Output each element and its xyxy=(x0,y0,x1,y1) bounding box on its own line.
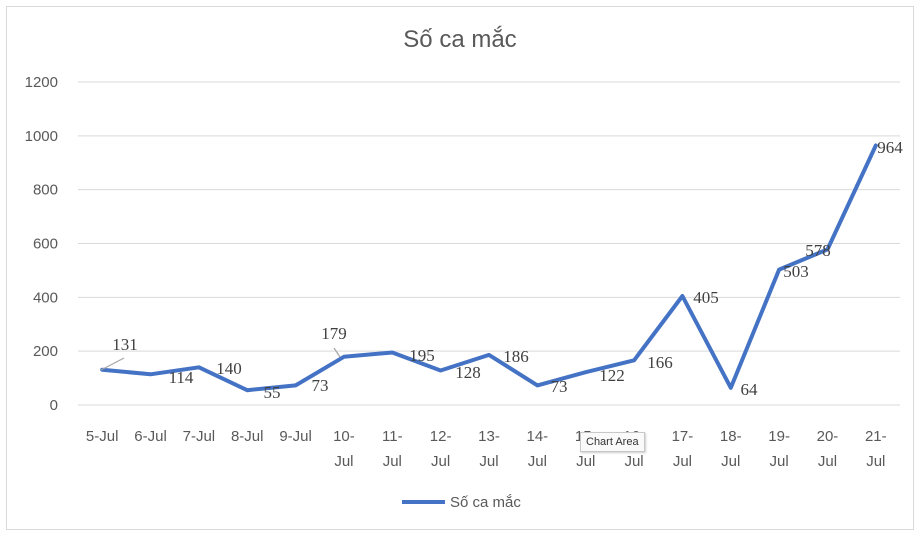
y-axis-ticks: 0 200 400 600 800 1000 1200 xyxy=(25,74,58,414)
data-label: 73 xyxy=(312,376,329,395)
legend-label: Số ca mắc xyxy=(450,494,521,511)
x-tick-label: 19-Jul xyxy=(768,428,790,470)
y-tick-label: 600 xyxy=(33,236,58,253)
data-label: 114 xyxy=(169,368,194,387)
chart-area[interactable] xyxy=(6,6,914,530)
data-label: 503 xyxy=(783,262,809,281)
leader-line xyxy=(100,357,125,371)
data-label: 195 xyxy=(409,346,435,365)
data-label: 166 xyxy=(647,353,673,372)
data-label: 128 xyxy=(455,363,481,382)
x-tick-label: 6-Jul xyxy=(134,428,167,445)
x-tick-label: 10-Jul xyxy=(333,428,355,470)
gridlines xyxy=(78,81,900,406)
y-tick-label: 1200 xyxy=(25,74,58,91)
data-labels: 131 114 140 55 73 179 195 128 186 73 122 166 405 64 50… xyxy=(100,138,903,402)
x-tick-label: 11-Jul xyxy=(382,428,403,470)
x-tick-label: 9-Jul xyxy=(279,428,312,445)
x-tick-label: 20-Jul xyxy=(817,428,839,470)
x-tick-label: 13-Jul xyxy=(478,428,500,470)
data-label: 55 xyxy=(264,383,281,402)
x-axis-ticks: 5-Jul 6-Jul 7-Jul 8-Jul 9-Jul 10-Jul 11-Jul 12-… xyxy=(86,428,887,470)
y-tick-label: 400 xyxy=(33,289,58,306)
x-tick-label: 14-Jul xyxy=(527,428,549,470)
x-tick-label: 5-Jul xyxy=(86,428,119,445)
y-tick-label: 200 xyxy=(33,343,58,360)
data-label: 578 xyxy=(805,241,831,260)
chart-title: Số ca mắc xyxy=(403,26,516,53)
leader-line xyxy=(333,347,341,358)
x-tick-label: 21-Jul xyxy=(865,428,887,470)
data-label: 140 xyxy=(216,359,242,378)
series-line xyxy=(100,143,878,393)
data-label: 73 xyxy=(551,377,568,396)
data-label: 131 xyxy=(112,335,138,354)
data-label: 64 xyxy=(741,380,759,399)
x-tick-label: 8-Jul xyxy=(231,428,264,445)
x-tick-label: 7-Jul xyxy=(183,428,216,445)
y-tick-label: 0 xyxy=(50,397,58,414)
x-tick-label: 17-Jul xyxy=(672,428,694,470)
x-tick-label: 18-Jul xyxy=(720,428,742,470)
data-label: 405 xyxy=(693,288,719,307)
y-tick-label: 1000 xyxy=(25,128,58,145)
data-label: 186 xyxy=(503,347,529,366)
data-label: 964 xyxy=(877,138,903,157)
y-tick-label: 800 xyxy=(33,182,58,199)
data-label: 179 xyxy=(321,324,347,343)
legend: Số ca mắc xyxy=(402,494,521,511)
data-label: 122 xyxy=(599,366,625,385)
x-tick-label: 12-Jul xyxy=(430,428,452,470)
series-layer xyxy=(100,143,878,393)
chart-area-tooltip: Chart Area xyxy=(580,432,645,452)
